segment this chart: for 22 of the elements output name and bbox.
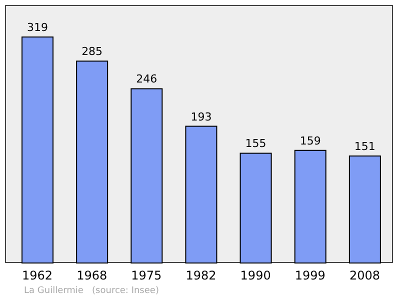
data-label: 285 [82, 45, 103, 58]
x-tick-label: 1968 [76, 268, 108, 283]
data-label: 151 [354, 140, 376, 154]
x-tick-label: 2008 [349, 268, 380, 283]
bar [294, 150, 326, 264]
bar [130, 88, 163, 264]
x-tick-label: 1975 [131, 268, 162, 283]
bar [76, 60, 108, 264]
x-tick-label: 1982 [186, 268, 216, 283]
data-label: 246 [136, 72, 158, 86]
x-tick-label: 1962 [22, 268, 53, 283]
data-label: 155 [245, 137, 266, 150]
bar [348, 156, 381, 264]
data-label: 319 [27, 21, 48, 34]
x-tick-label: 1999 [294, 268, 326, 283]
bar [240, 152, 272, 264]
bar [22, 36, 54, 264]
data-label: 159 [300, 134, 321, 148]
bar [185, 126, 218, 264]
data-label: 193 [190, 110, 212, 124]
x-tick-label: 1990 [240, 268, 271, 283]
text: La Guillermie (source: Insee) [24, 286, 159, 296]
